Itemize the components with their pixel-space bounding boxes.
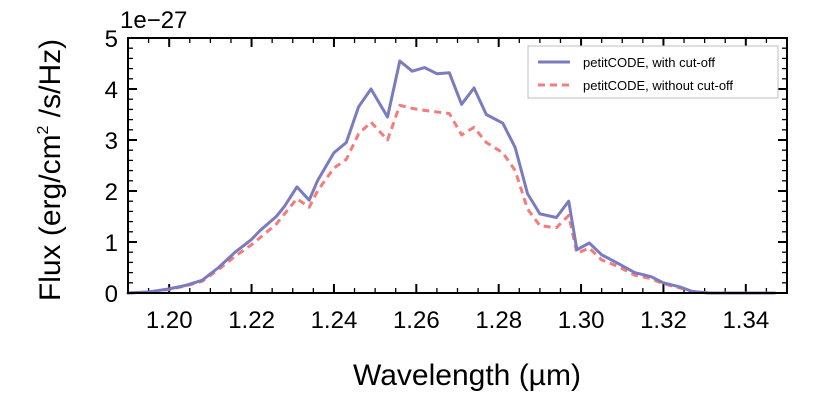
- legend-label-with-cutoff: petitCODE, with cut-off: [583, 55, 715, 70]
- x-tick-label: 1.28: [475, 307, 522, 334]
- series-line-with-cutoff: [126, 59, 777, 295]
- y-tick-label: 2: [105, 179, 118, 206]
- legend-box: [527, 45, 779, 99]
- y-tick-label: 0: [105, 281, 118, 308]
- y-axis-title-rest: /s/Hz): [34, 39, 67, 126]
- y-tick-label: 5: [105, 26, 118, 53]
- plot-frame: [127, 37, 788, 294]
- y-multiplier-label: 1e−27: [120, 7, 187, 34]
- x-tick-label: 1.26: [393, 307, 440, 334]
- y-axis-title-main: Flux (erg/cm: [34, 134, 67, 301]
- y-tick-label: 3: [105, 128, 118, 155]
- legend-label-without-cutoff: petitCODE, without cut-off: [583, 78, 733, 93]
- series-line-without-cutoff: [127, 103, 775, 295]
- x-tick-label: 1.20: [146, 307, 193, 334]
- x-tick-label: 1.34: [722, 307, 769, 334]
- series-layer: [126, 59, 777, 295]
- x-tick-label: 1.32: [640, 307, 687, 334]
- legend: petitCODE, with cut-off petitCODE, witho…: [527, 45, 779, 99]
- x-axis-title: Wavelength (µm): [353, 359, 581, 392]
- labels-layer: 1.20 1.22 1.24 1.26 1.28 1.30 1.32 1.34 0 1 2 3 4 5: [105, 26, 770, 334]
- x-tick-label: 1.30: [558, 307, 605, 334]
- y-axis-title-superscript: 2: [35, 125, 52, 134]
- x-tick-label: 1.24: [311, 307, 358, 334]
- y-tick-label: 4: [105, 77, 118, 104]
- y-axis-title: Flux (erg/cm2 /s/Hz): [34, 39, 67, 301]
- y-tick-label: 1: [105, 230, 118, 257]
- x-tick-label: 1.22: [228, 307, 275, 334]
